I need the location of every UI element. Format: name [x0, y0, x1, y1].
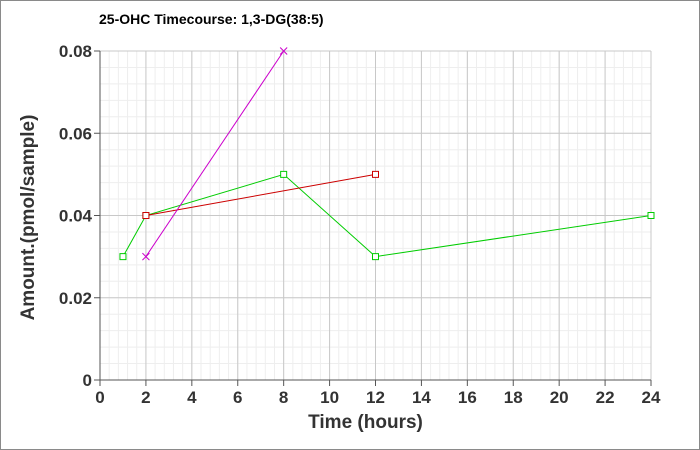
data-point-marker	[279, 47, 288, 55]
x-tick-label: 2	[141, 388, 150, 407]
series-2	[142, 170, 379, 219]
data-point-marker	[372, 253, 379, 261]
y-axis-label: Amount.(pmol/sample)	[18, 115, 39, 321]
series-line	[145, 173, 376, 216]
x-tick-label: 14	[412, 388, 431, 407]
marker-stroke	[142, 252, 150, 261]
x-axis-label: Time (hours)	[308, 412, 423, 433]
data-point-marker	[142, 212, 150, 219]
chart-title: 25-OHC Timecourse: 1,3-DG(38:5)	[99, 11, 324, 27]
x-tick-label: 16	[458, 388, 477, 407]
y-tick-label: 0.06	[59, 124, 92, 143]
y-tick-labels: 0 0.02 0.04 0.06 0.08	[59, 42, 100, 390]
marker-stroke	[279, 47, 288, 55]
y-tick-label: 0	[83, 371, 92, 390]
x-tick-labels: 0 2 4 6 8 10 12 14 16 18 20 22 24	[95, 380, 661, 407]
x-tick-label: 18	[504, 388, 523, 407]
x-tick-label: 0	[95, 388, 104, 407]
series-line	[145, 50, 285, 257]
y-tick-label: 0.08	[59, 42, 92, 61]
series-1	[119, 170, 655, 261]
data-point-marker	[142, 252, 150, 261]
data-point-marker	[647, 212, 655, 219]
y-tick-label: 0.02	[59, 289, 92, 308]
x-tick-label: 12	[366, 388, 385, 407]
x-tick-label: 8	[279, 388, 288, 407]
x-tick-label: 22	[596, 388, 615, 407]
y-tick-label: 0.04	[59, 207, 93, 226]
x-tick-label: 20	[550, 388, 569, 407]
data-point-marker	[119, 253, 127, 261]
x-tick-label: 10	[320, 388, 339, 407]
x-tick-label: 4	[187, 388, 197, 407]
data-point-marker	[372, 170, 379, 178]
series-3	[142, 47, 288, 261]
x-tick-label: 6	[233, 388, 242, 407]
x-tick-label: 24	[642, 388, 661, 407]
data-point-marker	[280, 170, 288, 178]
